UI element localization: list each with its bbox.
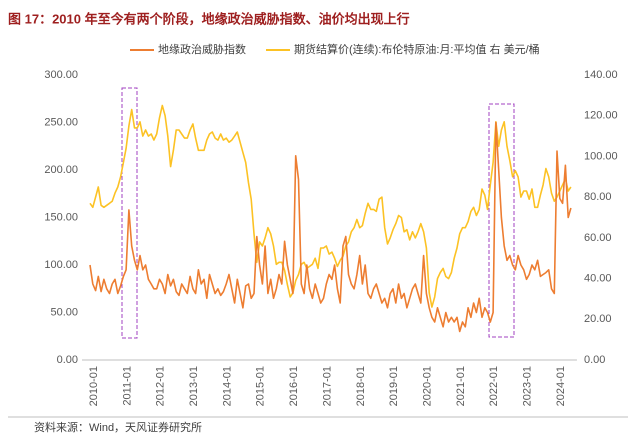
y-tick-label: 50.00 xyxy=(50,306,78,318)
x-tick-label: 2016-01 xyxy=(288,366,300,406)
y-tick-label: 200.00 xyxy=(44,164,78,176)
x-tick-label: 2011-01 xyxy=(121,366,133,406)
y-tick-label: 150.00 xyxy=(44,211,78,223)
y2-tick-label: 140.00 xyxy=(584,69,618,81)
y2-tick-label: 80.00 xyxy=(584,191,612,203)
x-tick-label: 2015-01 xyxy=(255,366,267,406)
x-tick-label: 2010-01 xyxy=(88,366,100,406)
highlight-box xyxy=(121,87,138,339)
x-tick-label: 2019-01 xyxy=(388,366,400,406)
series-line xyxy=(89,104,572,308)
y-tick-label: 300.00 xyxy=(44,69,78,81)
series-line xyxy=(89,121,572,333)
y2-tick-label: 100.00 xyxy=(584,150,618,162)
legend-label: 地缘政治威胁指数 xyxy=(158,42,246,56)
y-tick-label: 100.00 xyxy=(44,259,78,271)
x-tick-label: 2020-01 xyxy=(422,366,434,406)
y2-tick-label: 0.00 xyxy=(584,354,605,366)
y2-tick-label: 20.00 xyxy=(584,313,612,325)
x-tick-label: 2021-01 xyxy=(455,366,467,406)
x-tick-label: 2013-01 xyxy=(188,366,200,406)
y2-tick-label: 120.00 xyxy=(584,110,618,122)
y2-tick-label: 40.00 xyxy=(584,272,612,284)
source: 资料来源：Wind，天风证券研究所 xyxy=(34,420,202,434)
chart-title: 图 17：2010 年至今有两个阶段，地缘政治威胁指数、油价均出现上行 xyxy=(8,11,410,26)
x-tick-label: 2014-01 xyxy=(221,366,233,406)
legend-label: 期货结算价(连续):布伦特原油:月:平均值 右 美元/桶 xyxy=(294,42,540,56)
x-tick-label: 2024-01 xyxy=(555,366,567,406)
x-tick-label: 2017-01 xyxy=(321,366,333,406)
x-tick-label: 2022-01 xyxy=(488,366,500,406)
highlight-box xyxy=(488,103,515,338)
x-tick-label: 2012-01 xyxy=(155,366,167,406)
y2-tick-label: 60.00 xyxy=(584,232,612,244)
y-tick-label: 250.00 xyxy=(44,116,78,128)
x-tick-label: 2018-01 xyxy=(355,366,367,406)
y-tick-label: 0.00 xyxy=(57,354,78,366)
x-tick-label: 2023-01 xyxy=(522,366,534,406)
